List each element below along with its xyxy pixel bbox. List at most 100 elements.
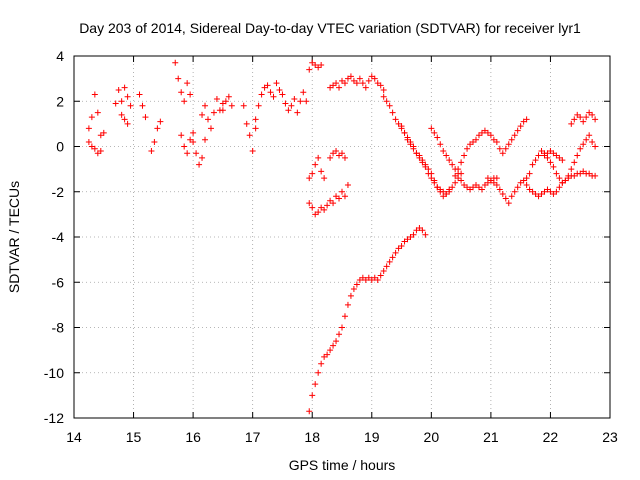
data-point — [288, 102, 295, 109]
data-point — [309, 170, 316, 177]
data-point — [291, 95, 298, 102]
data-point — [336, 84, 343, 91]
data-point — [532, 157, 539, 164]
data-point — [586, 132, 593, 139]
data-point — [240, 102, 247, 109]
data-point — [410, 231, 417, 238]
data-point — [321, 206, 328, 213]
data-point — [175, 75, 182, 82]
data-point — [392, 116, 399, 123]
data-point — [431, 129, 438, 136]
data-point — [339, 188, 345, 195]
data-point — [199, 111, 206, 118]
data-point — [556, 175, 563, 182]
data-point — [341, 313, 348, 320]
data-point — [91, 91, 98, 98]
data-point — [577, 145, 584, 152]
y-tick-label: -6 — [52, 274, 65, 290]
series-arc-q — [327, 148, 348, 161]
data-point — [380, 86, 387, 93]
data-point — [502, 145, 509, 152]
data-point — [306, 408, 313, 415]
data-point — [324, 202, 331, 209]
data-point — [380, 93, 387, 100]
data-point — [228, 102, 235, 109]
data-point — [347, 292, 354, 299]
data-point — [383, 263, 390, 270]
data-point — [118, 98, 125, 105]
data-point — [496, 186, 503, 193]
data-point — [574, 152, 581, 159]
data-point — [178, 89, 185, 96]
data-point — [142, 114, 149, 121]
y-tick-label: -2 — [52, 184, 65, 200]
data-point — [341, 154, 348, 161]
data-point — [514, 127, 521, 134]
data-point — [249, 148, 256, 155]
data-point — [499, 191, 506, 198]
y-tick-label: 4 — [56, 48, 64, 64]
data-point — [136, 91, 143, 98]
data-point — [493, 181, 500, 188]
series-arc-i — [190, 136, 209, 168]
data-point — [306, 200, 313, 207]
data-point — [91, 145, 98, 152]
data-point — [428, 125, 435, 132]
series-arc-s — [327, 73, 387, 93]
data-point — [315, 154, 322, 161]
data-point — [526, 170, 533, 177]
data-point — [252, 116, 259, 123]
data-point — [219, 107, 226, 114]
series-arc-b — [85, 138, 104, 157]
data-point — [577, 114, 584, 121]
data-point — [589, 138, 596, 145]
series-arc-h — [178, 129, 197, 157]
data-point — [464, 145, 471, 152]
data-point — [362, 84, 369, 91]
data-point — [365, 77, 372, 84]
data-point — [184, 150, 191, 157]
data-point — [571, 159, 578, 166]
data-point — [285, 107, 292, 114]
data-point — [398, 243, 405, 250]
data-point — [341, 193, 348, 200]
series-arc-v — [428, 125, 500, 193]
data-point — [273, 80, 280, 87]
data-point — [344, 301, 351, 308]
data-point — [487, 132, 494, 139]
data-point — [339, 150, 345, 157]
data-point — [151, 138, 158, 145]
data-point — [157, 118, 164, 125]
data-point — [309, 204, 316, 211]
data-point — [333, 338, 340, 345]
data-point — [562, 177, 569, 184]
data-point — [121, 116, 128, 123]
data-point — [523, 116, 530, 123]
data-point — [187, 91, 194, 98]
data-point — [398, 125, 405, 132]
data-point — [416, 152, 423, 159]
data-point — [202, 102, 209, 109]
x-tick-label: 18 — [304, 429, 320, 445]
series-arc-y — [523, 132, 599, 186]
x-tick-label: 19 — [364, 429, 380, 445]
data-point — [505, 200, 512, 207]
data-point — [404, 136, 411, 143]
chart-title: Day 203 of 2014, Sidereal Day-to-day VTE… — [79, 20, 581, 36]
data-point — [350, 286, 357, 293]
data-point — [115, 86, 122, 93]
data-point — [148, 148, 155, 155]
data-point — [514, 184, 521, 191]
series-arc-u — [398, 125, 453, 200]
data-point — [535, 152, 542, 159]
data-point — [258, 91, 265, 98]
series-arc-w — [452, 116, 530, 179]
data-point — [184, 80, 191, 87]
data-point — [419, 227, 426, 234]
data-point — [386, 102, 393, 109]
data-point — [327, 154, 334, 161]
data-point — [568, 120, 575, 127]
data-point — [511, 132, 518, 139]
series-arc-d — [118, 111, 131, 127]
data-point — [196, 161, 203, 168]
